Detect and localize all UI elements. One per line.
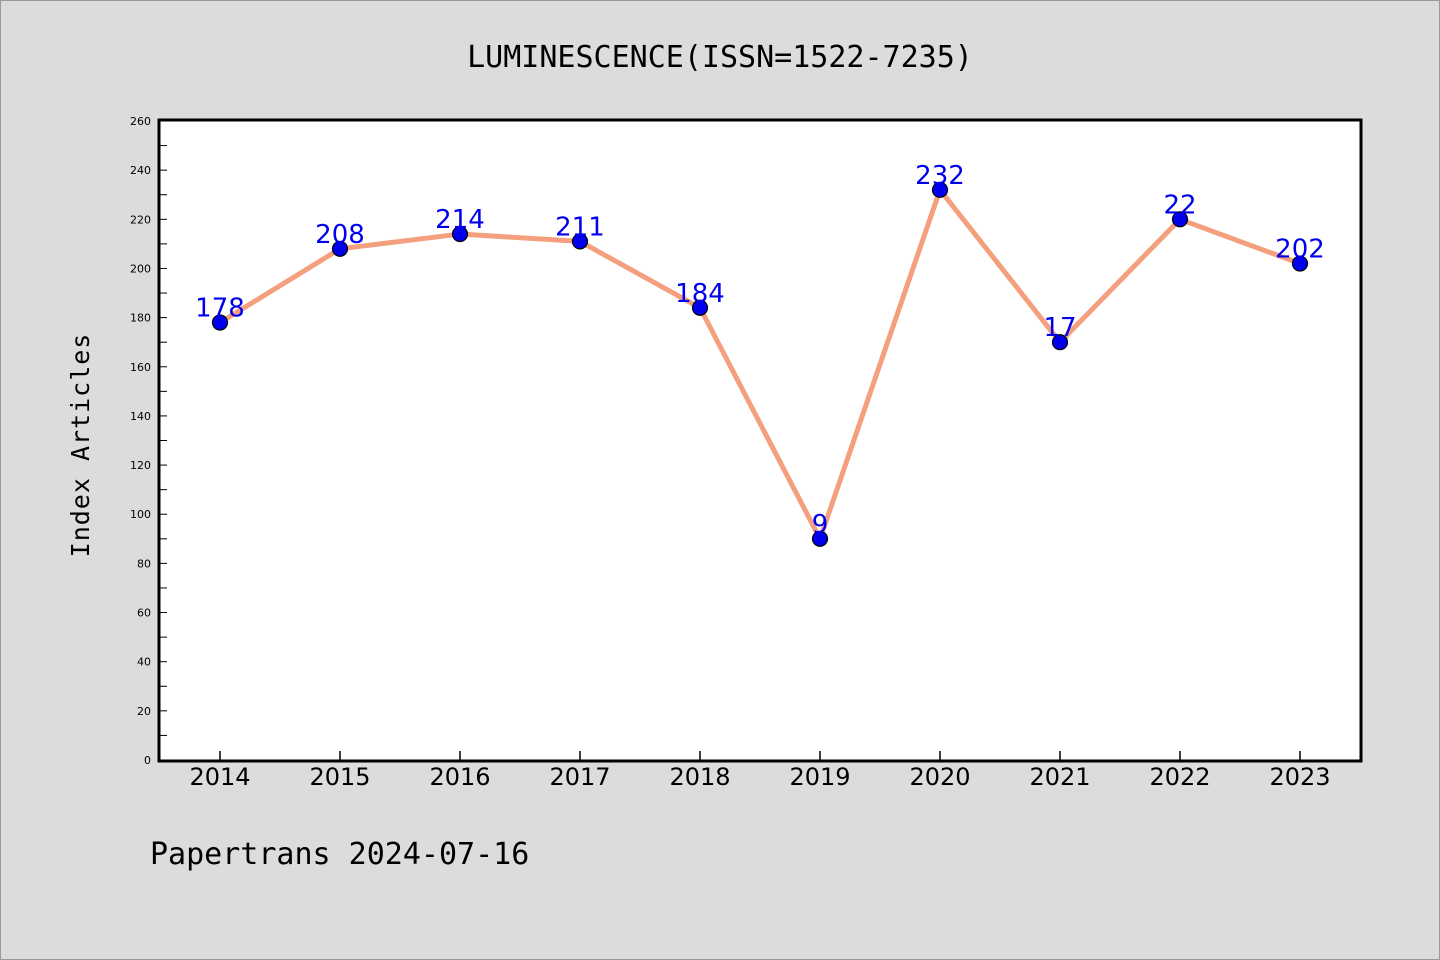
data-markers [211, 181, 1309, 547]
data-labels: 178 208 214 211 184 9 232 17 22 202 [195, 161, 1325, 540]
y-tick-label: 60 [137, 607, 151, 620]
data-point [931, 181, 949, 198]
data-point [571, 233, 589, 250]
data-label: 208 [315, 220, 365, 250]
data-label: 17 [1043, 313, 1076, 343]
chart-title: LUMINESCENCE(ISSN=1522-7235) [467, 40, 973, 75]
x-tick-label: 2014 [189, 763, 250, 791]
y-tick-label: 40 [137, 656, 151, 669]
x-tick-label: 2023 [1269, 763, 1330, 791]
x-axis: 2014 2015 2016 2017 2018 2019 2020 2021 2022 2023 [189, 751, 1331, 791]
x-tick-label: 2016 [429, 763, 490, 791]
x-tick-label: 2019 [789, 763, 850, 791]
y-axis-label: Index Articles [66, 333, 95, 558]
data-point [331, 240, 349, 257]
data-label: 9 [812, 510, 829, 540]
series-line [218, 187, 1301, 542]
y-tick-label: 240 [130, 164, 151, 177]
y-tick-label: 260 [130, 115, 151, 128]
x-tick-label: 2021 [1029, 763, 1090, 791]
data-label: 211 [555, 212, 605, 242]
y-tick-label: 220 [130, 213, 151, 226]
plot-area [157, 118, 1363, 763]
x-tick-label: 2022 [1149, 763, 1210, 791]
y-tick-label: 140 [130, 410, 151, 423]
y-tick-label: 100 [130, 508, 151, 521]
y-tick-label: 120 [130, 459, 151, 472]
y-tick-label: 180 [130, 312, 151, 325]
data-point [1171, 211, 1189, 228]
x-tick-label: 2017 [549, 763, 610, 791]
y-tick-label: 160 [130, 361, 151, 374]
data-point [1291, 255, 1309, 272]
data-point [811, 530, 829, 547]
y-axis: 0 20 40 60 80 100 120 140 160 180 200 220 240 260 [130, 115, 167, 767]
data-point [211, 314, 229, 331]
data-point [451, 225, 469, 243]
x-tick-label: 2020 [909, 763, 970, 791]
x-tick-label: 2018 [669, 763, 730, 791]
y-tick-label: 200 [130, 262, 151, 275]
data-label: 178 [195, 294, 245, 324]
data-point [691, 299, 709, 316]
y-tick-label: 20 [137, 705, 151, 718]
data-label: 214 [435, 205, 485, 235]
footer-watermark: Papertrans 2024-07-16 [150, 837, 529, 872]
data-label: 232 [915, 161, 965, 191]
y-tick-label: 0 [144, 754, 151, 767]
data-label: 184 [675, 279, 725, 309]
x-tick-label: 2015 [309, 763, 370, 791]
data-label: 22 [1163, 190, 1196, 220]
y-tick-label: 80 [137, 557, 151, 570]
data-point [1051, 334, 1069, 351]
data-label: 202 [1275, 235, 1325, 265]
